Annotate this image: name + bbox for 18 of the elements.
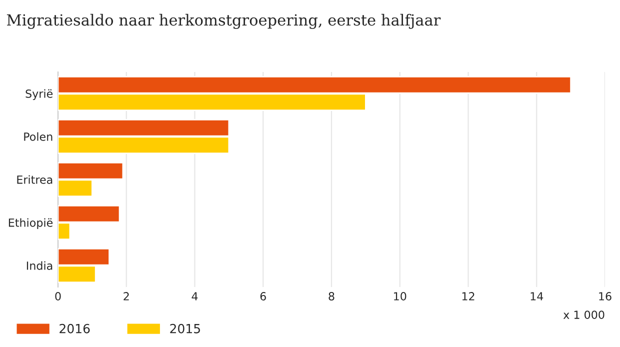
y-tick-label: India bbox=[26, 261, 52, 270]
x-tick-label: 4 bbox=[192, 292, 198, 300]
x-tick-label: 14 bbox=[530, 292, 544, 300]
x-axis-title: x 1 000 bbox=[563, 310, 604, 319]
x-tick-label: 6 bbox=[260, 292, 266, 300]
y-tick-label: Polen bbox=[24, 132, 52, 141]
y-tick-label: Syrië bbox=[26, 89, 53, 100]
x-tick-label: 16 bbox=[599, 292, 612, 300]
x-tick-label: 2 bbox=[124, 292, 129, 300]
y-tick-label: Ethiopië bbox=[8, 218, 53, 230]
chart-title: Migratiesaldo naar herkomstgroepering, eerste halfjaar bbox=[6, 14, 441, 29]
legend-label: 2016 bbox=[60, 324, 90, 334]
x-tick-label: 12 bbox=[462, 292, 474, 300]
x-tick-label: 8 bbox=[328, 292, 334, 300]
x-tick-label: 10 bbox=[394, 292, 406, 300]
legend-label: 2015 bbox=[170, 324, 200, 334]
y-tick-label: Eritrea bbox=[17, 175, 52, 184]
x-tick-label: 0 bbox=[55, 292, 61, 300]
